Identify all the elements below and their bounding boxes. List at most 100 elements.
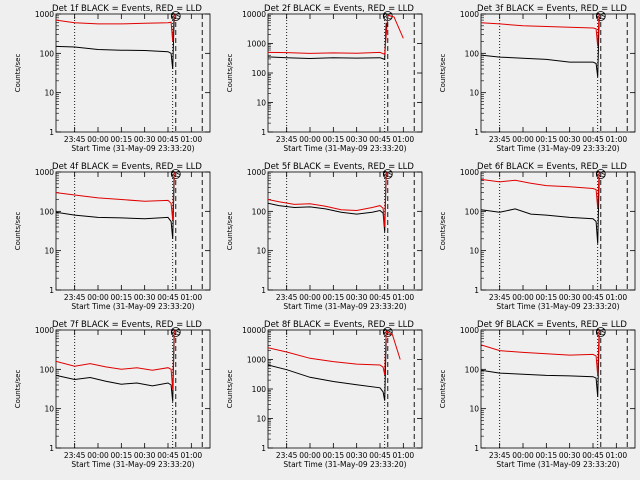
chart-title: Det 4f BLACK = Events, RED = LLD (52, 162, 202, 172)
y-tick-label: 10000 (242, 326, 266, 335)
chart-panel-6: Det 6f BLACK = Events, RED = LLD 1 10 100 10… (439, 162, 636, 311)
y-tick-label: 1000 (460, 168, 479, 177)
x-axis-label: Start Time (31-May-09 23:33:20) (496, 460, 619, 469)
events-series-line (56, 336, 175, 402)
x-tick-label: 23:45 (276, 451, 298, 460)
y-tick-label: 100 (40, 49, 55, 58)
y-tick-label: 10 (44, 405, 54, 414)
events-series-line (481, 178, 600, 244)
events-series-line (481, 17, 600, 78)
x-tick-label: 23:45 (276, 135, 298, 144)
x-axis-label: Start Time (31-May-09 23:33:20) (496, 302, 619, 311)
y-tick-label: 1 (474, 444, 479, 453)
chart-panel-7: Det 7f BLACK = Events, RED = LLD 1 10 100 10… (14, 320, 211, 469)
x-tick-label: 01:00 (181, 451, 203, 460)
lld-series-line (481, 172, 600, 209)
x-tick-label: 23:45 (489, 135, 511, 144)
x-tick-label: 00:00 (512, 135, 534, 144)
y-tick-label: 1000 (35, 10, 54, 19)
events-series-line (56, 17, 175, 70)
rs-marker-circle (595, 327, 606, 337)
rs-marker-circle (382, 169, 393, 179)
lld-series-line (481, 14, 600, 47)
plot-frame (267, 171, 423, 291)
y-tick-label: 10 (256, 415, 266, 424)
rs-marker-circle (382, 327, 393, 337)
x-axis-label: Start Time (31-May-09 23:33:20) (71, 302, 194, 311)
rs-marker-label: RS (171, 328, 181, 337)
x-tick-label: 01:00 (393, 293, 415, 302)
rs-marker-label: RS (383, 170, 393, 179)
chart-panel-4: Det 4f BLACK = Events, RED = LLD 1 10 100 10… (14, 162, 211, 311)
y-tick-label: 100 (465, 365, 480, 374)
y-tick-label: 100 (465, 207, 480, 216)
y-tick-label: 1 (474, 128, 479, 137)
lld-series-line (268, 172, 387, 228)
rs-marker-label: RS (596, 328, 606, 337)
x-tick-label: 00:45 (369, 293, 391, 302)
y-tick-label: 10 (469, 247, 479, 256)
rs-marker-label: RS (171, 170, 181, 179)
chart-title: Det 7f BLACK = Events, RED = LLD (52, 320, 202, 330)
y-tick-label: 10 (256, 247, 266, 256)
y-tick-label: 1000 (460, 10, 479, 19)
x-axis-label: Start Time (31-May-09 23:33:20) (283, 302, 406, 311)
x-tick-label: 00:30 (346, 135, 368, 144)
y-axis-label: Counts/sec (439, 370, 447, 409)
x-tick-label: 00:15 (111, 135, 133, 144)
chart-panel-1: Det 1f BLACK = Events, RED = LLD 1 10 100 10… (14, 4, 211, 153)
x-tick-label: 01:00 (606, 135, 628, 144)
y-tick-label: 10 (469, 405, 479, 414)
x-tick-label: 00:45 (157, 293, 179, 302)
rs-marker-circle (170, 11, 181, 21)
plot-frame (55, 171, 211, 291)
y-axis-label: Counts/sec (439, 54, 447, 93)
y-tick-label: 1000 (460, 326, 479, 335)
lld-series-line (56, 14, 175, 42)
plot-frame (480, 171, 636, 291)
y-tick-label: 1000 (247, 356, 266, 365)
x-tick-label: 01:00 (606, 293, 628, 302)
chart-panel-8: Det 8f BLACK = Events, RED = LLD 1 10 100 10… (226, 320, 423, 469)
y-tick-label: 10 (44, 247, 54, 256)
plot-frame (55, 13, 211, 133)
y-tick-label: 1000 (247, 40, 266, 49)
y-tick-label: 1 (49, 128, 54, 137)
chart-title: Det 8f BLACK = Events, RED = LLD (264, 320, 414, 330)
y-axis-label: Counts/sec (226, 370, 234, 409)
y-tick-label: 1000 (35, 168, 54, 177)
y-tick-label: 1 (49, 444, 54, 453)
y-tick-label: 1000 (35, 326, 54, 335)
chart-panel-3: Det 3f BLACK = Events, RED = LLD 1 10 100 10… (439, 4, 636, 153)
x-tick-label: 00:00 (87, 135, 109, 144)
y-tick-label: 1 (261, 444, 266, 453)
y-axis-label: Counts/sec (226, 212, 234, 251)
plot-frame (267, 13, 423, 133)
x-tick-label: 00:15 (323, 135, 345, 144)
lld-series-line (56, 330, 175, 390)
chart-title: Det 3f BLACK = Events, RED = LLD (477, 4, 627, 14)
x-axis-label: Start Time (31-May-09 23:33:20) (283, 460, 406, 469)
y-tick-label: 100 (40, 207, 55, 216)
y-tick-label: 100 (465, 49, 480, 58)
events-series-line (268, 338, 387, 401)
x-tick-label: 01:00 (181, 293, 203, 302)
y-tick-label: 1 (474, 286, 479, 295)
plot-frame (480, 329, 636, 449)
x-tick-label: 00:00 (87, 451, 109, 460)
x-tick-label: 00:45 (369, 451, 391, 460)
x-tick-label: 23:45 (276, 293, 298, 302)
events-series-line (481, 336, 600, 397)
x-tick-label: 00:15 (536, 293, 558, 302)
rs-marker-label: RS (596, 170, 606, 179)
x-tick-label: 00:45 (582, 293, 604, 302)
plot-frame (480, 13, 636, 133)
y-axis-label: Counts/sec (14, 54, 22, 93)
x-tick-label: 23:45 (64, 451, 86, 460)
rs-marker-circle (170, 169, 181, 179)
lld-series-line (56, 172, 175, 221)
rs-marker-circle (170, 327, 181, 337)
x-tick-label: 23:45 (64, 293, 86, 302)
x-tick-label: 00:00 (299, 451, 321, 460)
chart-panel-9: Det 9f BLACK = Events, RED = LLD 1 10 100 10… (439, 320, 636, 469)
